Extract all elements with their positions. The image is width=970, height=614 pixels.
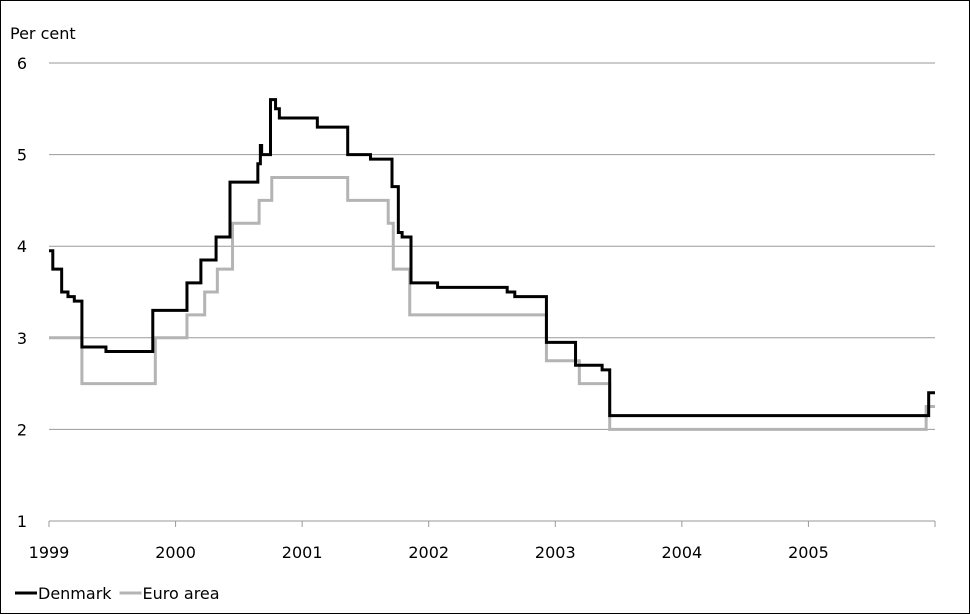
- y-tick-label: 2: [17, 420, 27, 439]
- grid-lines: [49, 62, 935, 430]
- x-tick-label: 2002: [408, 543, 449, 562]
- y-axis-unit-label: Per cent: [10, 24, 76, 43]
- x-axis-ticks: 1999 2000 2001 2002 2003 2004 2005: [29, 521, 936, 562]
- y-tick-label: 1: [17, 512, 27, 531]
- x-tick-label: 2004: [661, 543, 702, 562]
- series-line-euro-area: [49, 176, 935, 431]
- y-tick-label: 3: [17, 329, 27, 348]
- x-tick-label: 1999: [29, 543, 70, 562]
- x-tick-label: 2000: [155, 543, 196, 562]
- legend: Denmark Euro area: [15, 584, 220, 603]
- y-tick-label: 4: [17, 237, 27, 256]
- legend-label-euro-area: Euro area: [143, 584, 220, 603]
- x-tick-label: 2005: [788, 543, 829, 562]
- series-line-denmark: [49, 98, 935, 418]
- x-tick-label: 2001: [282, 543, 323, 562]
- y-tick-label: 6: [17, 54, 27, 73]
- x-tick-label: 2003: [535, 543, 576, 562]
- series-group: [49, 98, 935, 431]
- y-tick-label: 5: [17, 146, 27, 165]
- y-axis-ticks: 1 2 3 4 5 6: [17, 54, 27, 531]
- legend-label-denmark: Denmark: [38, 584, 112, 603]
